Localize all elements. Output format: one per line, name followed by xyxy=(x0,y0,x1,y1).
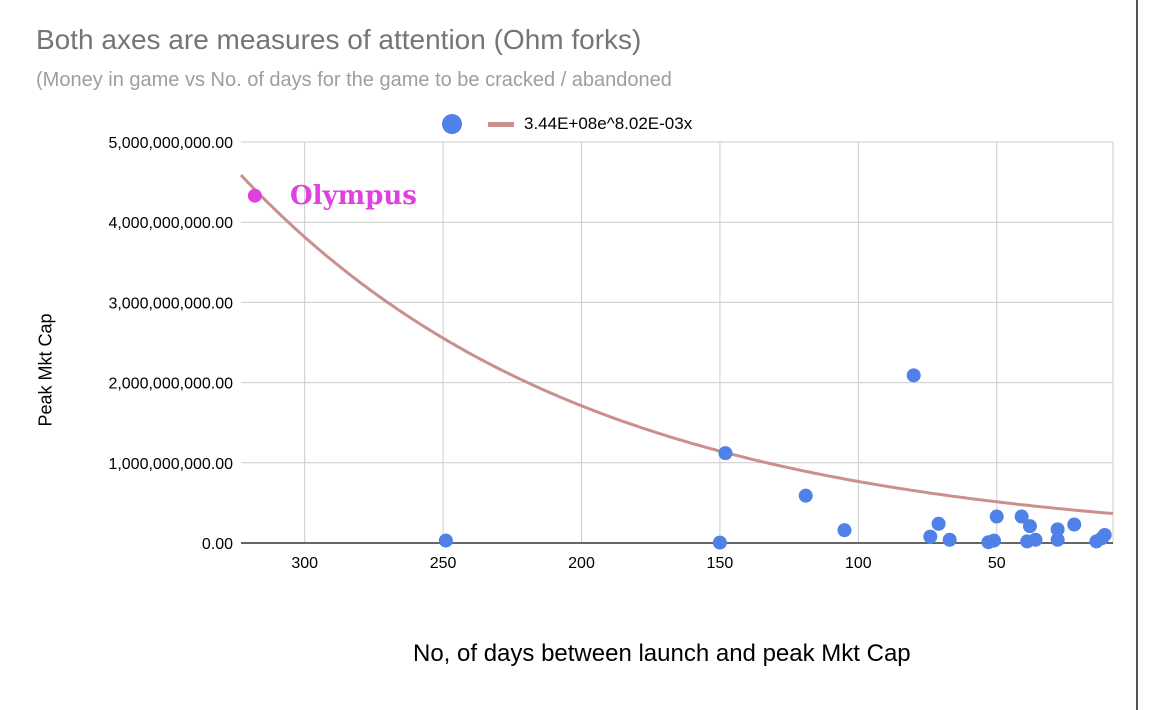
annotation-olympus: Olympus xyxy=(290,181,417,211)
x-tick-label: 50 xyxy=(988,555,1006,572)
y-tick-label: 0.00 xyxy=(202,536,233,553)
chart-title: Both axes are measures of attention (Ohm… xyxy=(36,24,642,55)
olympus-point xyxy=(247,188,262,203)
y-tick-label: 5,000,000,000.00 xyxy=(108,135,233,152)
data-point xyxy=(923,529,938,544)
data-point xyxy=(438,533,453,548)
y-tick-label: 4,000,000,000.00 xyxy=(108,215,233,232)
data-point xyxy=(1097,527,1112,542)
data-point xyxy=(906,368,921,383)
x-tick-label: 100 xyxy=(845,555,872,572)
data-point xyxy=(989,509,1004,524)
data-point xyxy=(1050,532,1065,547)
x-tick-label: 300 xyxy=(291,555,318,572)
data-point xyxy=(798,488,813,503)
data-point xyxy=(712,535,727,550)
legend: 3.44E+08e^8.02E-03x xyxy=(442,114,692,134)
y-tick-label: 3,000,000,000.00 xyxy=(108,295,233,312)
data-point xyxy=(1050,522,1065,537)
y-axis-label: Peak Mkt Cap xyxy=(35,313,56,427)
x-tick-label: 250 xyxy=(430,555,457,572)
right-border xyxy=(1136,0,1138,710)
data-point xyxy=(1067,517,1082,532)
x-tick-label: 200 xyxy=(568,555,595,572)
data-point xyxy=(1014,509,1029,524)
data-point xyxy=(942,532,957,547)
data-point xyxy=(931,516,946,531)
legend-marker-points xyxy=(442,114,462,134)
legend-label-trendline: 3.44E+08e^8.02E-03x xyxy=(524,114,693,133)
data-point xyxy=(837,523,852,538)
data-point xyxy=(718,446,733,461)
data-point xyxy=(1022,519,1037,534)
legend-marker-trendline xyxy=(488,121,514,127)
x-tick-label: 150 xyxy=(707,555,734,572)
x-axis-label: No, of days between launch and peak Mkt … xyxy=(413,640,911,667)
data-point xyxy=(986,533,1001,548)
trendline xyxy=(239,174,1114,516)
y-tick-label: 2,000,000,000.00 xyxy=(108,376,233,393)
data-point xyxy=(1028,532,1043,547)
y-tick-label: 1,000,000,000.00 xyxy=(108,456,233,473)
chart-subtitle: (Money in game vs No. of days for the ga… xyxy=(36,69,672,91)
